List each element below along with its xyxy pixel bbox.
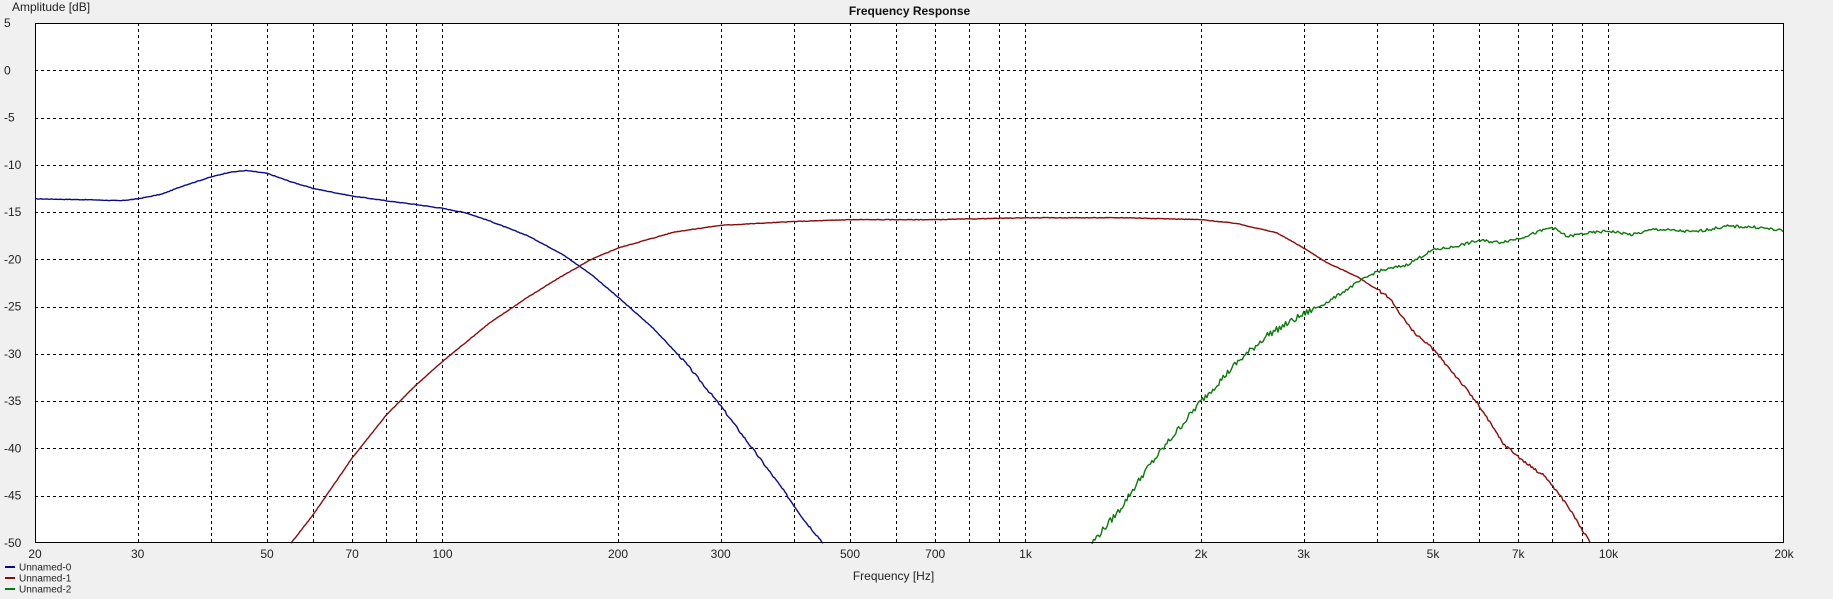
x-tick-label: 700 <box>925 547 945 561</box>
y-tick-label: -40 <box>4 441 22 455</box>
y-axis-title: Amplitude [dB] <box>12 0 90 14</box>
x-tick-label: 2k <box>1195 547 1209 561</box>
y-tick-label: 0 <box>4 63 11 77</box>
y-tick-label: -15 <box>4 205 22 219</box>
grid <box>35 23 1784 543</box>
series-line-unnamed-2 <box>1091 224 1785 545</box>
chart-title: Frequency Response <box>849 4 971 18</box>
plot-border <box>35 23 1784 543</box>
legend-label: Unnamed-2 <box>19 585 72 595</box>
y-tick-label: -50 <box>4 536 22 550</box>
y-tick-label: -25 <box>4 300 22 314</box>
series-line-unnamed-0 <box>34 169 824 544</box>
x-tick-label: 70 <box>346 547 360 561</box>
series-line-unnamed-1 <box>290 216 1591 544</box>
x-tick-label: 500 <box>840 547 860 561</box>
x-tick-label: 10k <box>1599 547 1619 561</box>
plot-area <box>35 23 1784 543</box>
x-tick-labels: 20 30 50 70 100 200 300 500 700 1k 2k 3k 5k 7k 10k 20k <box>28 547 1794 561</box>
y-tick-label: -20 <box>4 252 22 266</box>
y-tick-labels: 5 0 -5 -10 -15 -20 -25 -30 -35 -40 -45 -50 <box>4 16 22 550</box>
x-tick-label: 5k <box>1427 547 1441 561</box>
series-layer <box>34 169 1785 545</box>
x-tick-label: 200 <box>608 547 628 561</box>
x-tick-label: 50 <box>260 547 274 561</box>
y-tick-label: 5 <box>4 16 11 30</box>
x-tick-label: 1k <box>1019 547 1033 561</box>
x-tick-label: 100 <box>432 547 452 561</box>
y-tick-label: -35 <box>4 394 22 408</box>
y-tick-label: -5 <box>4 111 15 125</box>
legend-label: Unnamed-1 <box>19 574 72 585</box>
y-tick-label: -10 <box>4 158 22 172</box>
x-tick-label: 20 <box>28 547 42 561</box>
y-tick-label: -45 <box>4 489 22 503</box>
x-axis-title: Frequency [Hz] <box>853 569 934 583</box>
y-tick-label: -30 <box>4 347 22 361</box>
x-tick-label: 7k <box>1512 547 1526 561</box>
x-tick-label: 3k <box>1297 547 1311 561</box>
x-tick-label: 30 <box>131 547 145 561</box>
legend-label: Unnamed-0 <box>19 563 72 574</box>
x-tick-label: 300 <box>711 547 731 561</box>
x-tick-label: 20k <box>1774 547 1794 561</box>
